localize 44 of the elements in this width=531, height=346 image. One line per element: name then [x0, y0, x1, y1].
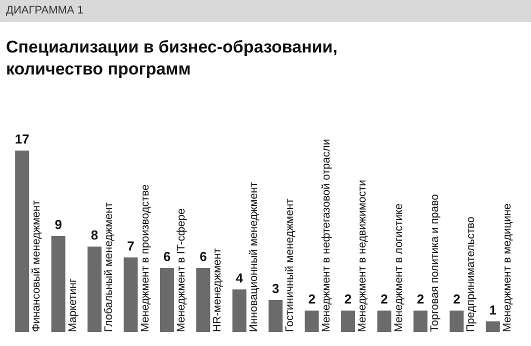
bar [232, 289, 246, 332]
x-tick-label: Маркетинг [66, 278, 79, 332]
data-label: 17 [14, 132, 30, 147]
x-tick-label: Предпринимательство [465, 216, 478, 332]
bar [160, 268, 174, 332]
x-tick-label: Менеджмент в IT-сфере [175, 208, 188, 332]
bar [88, 246, 102, 332]
data-label: 2 [380, 292, 388, 307]
x-tick-label: Менеджмент в логистике [392, 204, 405, 332]
x-tick-label: Глобальный менеджмент [103, 202, 116, 332]
bar [124, 257, 138, 332]
chart-title: Специализации в бизнес-образовании, количество программ [6, 38, 338, 78]
bar [450, 310, 464, 332]
x-tick-label: Менеджмент в медицине [501, 203, 514, 332]
data-label: 9 [54, 217, 62, 232]
bar [341, 310, 356, 332]
bar [486, 321, 500, 332]
x-tick-label: Менеджмент в недвижимости [356, 180, 369, 332]
bar [51, 236, 66, 332]
data-label: 1 [489, 302, 497, 318]
bar [413, 310, 428, 332]
x-tick-label: Гостиничный менеджмент [284, 198, 296, 332]
bar [268, 300, 283, 332]
data-label: 2 [416, 292, 424, 307]
data-label: 2 [308, 292, 316, 307]
data-label: 8 [90, 228, 98, 243]
data-label: 7 [127, 238, 134, 254]
data-label: 3 [272, 281, 280, 296]
x-tick-label: HR-менеджмент [212, 248, 224, 332]
bar [196, 268, 210, 332]
bar [304, 310, 319, 332]
chart-subtitle: ДИАГРАММА 1 [6, 4, 84, 16]
bar [15, 150, 30, 332]
data-label: 2 [453, 292, 460, 307]
x-tick-label: Менеджмент в нефтегазовой отрасли [320, 139, 332, 332]
x-tick-label: Торговая политика и право [428, 194, 441, 332]
x-tick-label: Инновационный менеджмент [248, 182, 260, 332]
data-label: 2 [344, 292, 352, 307]
bar [377, 310, 392, 332]
data-label: 4 [236, 270, 244, 286]
x-tick-label: Менеджмент в производстве [139, 184, 152, 332]
data-label: 6 [200, 249, 207, 264]
data-label: 6 [163, 249, 171, 264]
x-tick-label: Финансовый менеджмент [30, 200, 43, 332]
